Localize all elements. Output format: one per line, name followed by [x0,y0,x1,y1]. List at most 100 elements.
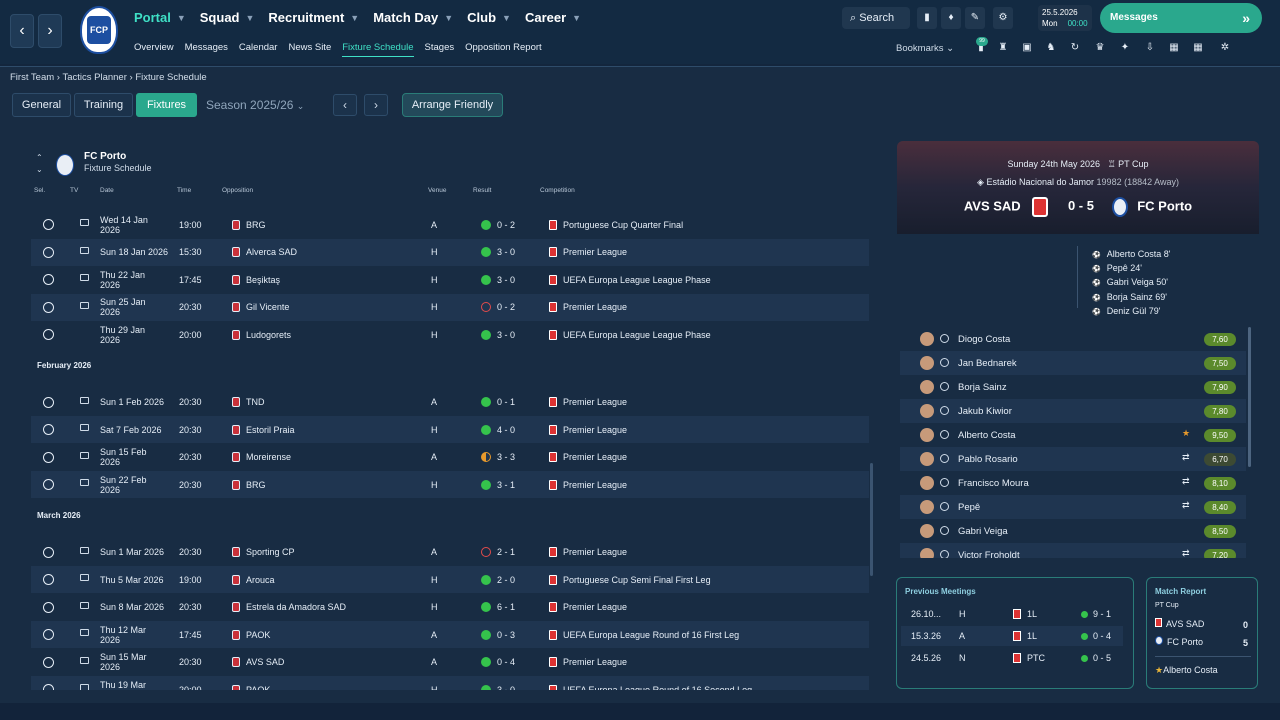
select-radio[interactable] [43,479,54,490]
forward-button[interactable]: › [38,14,62,48]
player-name[interactable]: Victor Froholdt [958,550,1020,558]
lineup-row[interactable]: Pepê ⇄ 8,40 [900,495,1246,519]
fixture-opposition[interactable]: Arouca [232,566,275,593]
fixture-competition[interactable]: Premier League [549,594,627,621]
submenu-stages[interactable]: Stages [424,42,455,53]
schedule-icon[interactable]: ▦ [1193,42,1203,53]
fixture-competition[interactable]: Premier League [549,294,627,321]
fixture-competition[interactable]: Premier League [549,649,627,676]
fixture-opposition[interactable]: Beşiktaş [232,266,280,293]
tactics-icon[interactable]: ♞ [1046,42,1056,53]
fixture-competition[interactable]: UEFA Europa League League Phase [549,321,711,348]
fixture-result[interactable]: 3 - 0 [481,676,515,690]
calendar-icon[interactable]: ▦ [1169,42,1179,53]
cup-icon[interactable]: ♛ [1095,42,1105,53]
fixture-opposition[interactable]: Estoril Praia [232,416,295,443]
home-team[interactable]: AVS SAD [963,198,1021,214]
table-row[interactable]: Sun 22 Feb 2026 20:30 BRG H 3 - 1 Premier Lea… [31,471,869,498]
away-team[interactable]: FC Porto [1137,198,1193,214]
scouting-icon[interactable]: ✦ [1120,42,1130,53]
match-competition[interactable]: PT Cup [1118,159,1149,169]
back-button[interactable]: ‹ [10,14,34,48]
col-venue[interactable]: Venue [428,187,447,194]
scorer[interactable]: Deniz Gül 79' [1092,305,1170,319]
scorer[interactable]: Borja Sainz 69' [1092,291,1170,305]
club-crest[interactable]: FCP [80,6,118,54]
menu-club[interactable]: Club ▼ [467,10,511,25]
lineup-row[interactable]: Borja Sainz 7,90 [900,375,1246,399]
table-row[interactable]: Sun 8 Mar 2026 20:30 Estrela da Amadora SA… [31,594,869,621]
fixture-opposition[interactable]: Sporting CP [232,539,295,566]
submenu-news-site[interactable]: News Site [288,42,332,53]
report-away[interactable]: FC Porto [1155,636,1203,647]
lineup-row[interactable]: Jan Bednarek 7,50 [900,351,1246,375]
scorer[interactable]: Pepê 24' [1092,262,1170,276]
player-name[interactable]: Francisco Moura [958,478,1029,489]
fixture-opposition[interactable]: AVS SAD [232,649,284,676]
player-name[interactable]: Alberto Costa [958,430,1016,441]
fixture-opposition[interactable]: TND [232,389,265,416]
submenu-calendar[interactable]: Calendar [238,42,278,53]
select-radio[interactable] [43,601,54,613]
player-of-match[interactable]: ★Alberto Costa [1155,665,1218,675]
col-competition[interactable]: Competition [540,187,575,194]
table-row[interactable]: Sun 25 Jan 2026 20:30 Gil Vicente H 0 - 2 Pre… [31,293,869,321]
fixture-opposition[interactable]: BRG [232,211,266,238]
select-radio[interactable] [43,451,54,463]
submenu-opposition-report[interactable]: Opposition Report [465,42,542,53]
match-venue[interactable]: Estádio Nacional do Jamor [986,177,1095,187]
fixture-result[interactable]: 0 - 1 [481,389,515,416]
table-row[interactable]: Thu 19 Mar 2026 20:00 PAOK H 3 - 0 UEFA Europ… [31,676,869,690]
tab-training[interactable]: Training [74,93,133,117]
trophy-icon[interactable]: ♦ [941,7,961,29]
menu-match-day[interactable]: Match Day ▼ [373,10,454,25]
player-name[interactable]: Gabri Veiga [958,526,1008,537]
staff-icon[interactable]: ✲ [1220,42,1230,53]
fixture-scrollbar[interactable] [870,463,873,576]
arrange-friendly-button[interactable]: Arrange Friendly [402,93,503,117]
select-radio[interactable] [43,424,54,435]
player-name[interactable]: Pablo Rosario [958,454,1018,465]
select-radio[interactable] [43,629,54,640]
submenu-overview[interactable]: Overview [134,42,174,53]
inbox-icon[interactable]: 99 ▮ [974,37,988,55]
select-radio[interactable] [43,329,54,340]
menu-recruitment[interactable]: Recruitment ▼ [268,10,360,25]
lineup-row[interactable]: Gabri Veiga 8,50 [900,519,1246,543]
select-radio[interactable] [43,684,54,690]
report-home[interactable]: AVS SAD [1155,618,1204,629]
fixture-competition[interactable]: Portuguese Cup Semi Final First Leg [549,566,711,593]
fixture-opposition[interactable]: Ludogorets [232,321,291,348]
shirt-icon[interactable]: ♜ [998,42,1008,53]
fixture-opposition[interactable]: PAOK [232,621,270,648]
submenu-fixture-schedule[interactable]: Fixture Schedule [342,42,414,57]
fixture-result[interactable]: 3 - 0 [481,266,515,293]
download-icon[interactable]: ⇩ [1145,42,1155,53]
lineup-row[interactable]: Diogo Costa 7,60 [900,327,1246,351]
tab-fixtures[interactable]: Fixtures [136,93,197,117]
fixture-result[interactable]: 3 - 1 [481,471,515,498]
fixture-competition[interactable]: Premier League [549,389,627,416]
select-radio[interactable] [43,546,54,558]
messages-button[interactable]: Messages» [1100,3,1262,33]
previous-meetings-title[interactable]: Previous Meetings [905,587,976,596]
fixture-competition[interactable]: Premier League [549,444,627,471]
fixture-competition[interactable]: UEFA Europa League League Phase [549,266,711,293]
player-name[interactable]: Pepê [958,502,981,513]
collapse-toggle[interactable]: ⌃ ⌄ [36,153,43,174]
select-radio[interactable] [43,656,54,668]
fixture-result[interactable]: 4 - 0 [481,416,515,443]
lineup-row[interactable]: Francisco Moura ⇄ 8,10 [900,471,1246,495]
previous-meeting-row[interactable]: 15.3.26 A 1L 0 - 4 [901,626,1123,646]
menu-career[interactable]: Career ▼ [524,10,582,25]
fixture-competition[interactable]: Premier League [549,539,627,566]
table-row[interactable]: Sun 1 Feb 2026 20:30 TND A 0 - 1 Premier Leag… [31,389,869,416]
lineup-row[interactable]: Jakub Kiwior 7,80 [900,399,1246,423]
fixture-result[interactable]: 2 - 0 [481,566,515,593]
previous-meeting-row[interactable]: 24.5.26 N PTC 0 - 5 [901,648,1123,668]
season-dropdown[interactable]: Season 2025/26 ⌄ [206,98,305,112]
col-sel[interactable]: Sel. [34,187,46,194]
submenu-messages[interactable]: Messages [184,42,228,53]
search-button[interactable]: ⌕ Search [842,7,910,29]
col-date[interactable]: Date [100,187,114,194]
